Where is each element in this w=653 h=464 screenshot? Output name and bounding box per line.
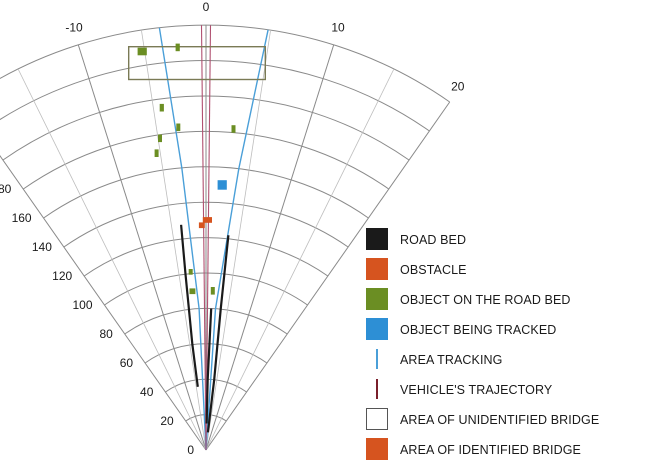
legend-label: AREA OF IDENTIFIED BRIDGE — [400, 443, 581, 457]
object-on-road-bed-5 — [154, 149, 159, 157]
range-tick-140: 140 — [32, 240, 52, 254]
legend-label: ROAD BED — [400, 233, 467, 247]
lateral-ray-20 — [205, 101, 451, 451]
lateral-subray--5 — [141, 30, 207, 451]
lateral-tick-10: 10 — [331, 20, 345, 34]
road-bed-line-1 — [206, 235, 230, 433]
object-on-road-bed-7 — [188, 269, 193, 275]
lateral-ray-10 — [205, 44, 335, 451]
object-tracked-0 — [217, 180, 227, 190]
object-on-road-bed-1 — [175, 43, 180, 52]
radar-grid — [0, 24, 451, 451]
unidentified-bridge-swatch — [366, 408, 388, 430]
bridge-areas — [127, 46, 267, 81]
lateral-tick--10: -10 — [65, 20, 83, 34]
road-bed-swatch — [366, 228, 388, 250]
unidentified-bridge-area-0 — [127, 46, 267, 81]
lateral-subray--15 — [17, 68, 207, 451]
object-on-road-bed-3 — [176, 123, 181, 132]
range-tick-180: 180 — [0, 182, 12, 196]
obstacle-1 — [198, 222, 205, 229]
object-tracked-swatch — [366, 318, 388, 340]
lateral-tick-0: 0 — [203, 0, 210, 14]
lateral-tick-20: 20 — [451, 79, 465, 93]
legend-label: AREA TRACKING — [400, 353, 503, 367]
obstacle-0 — [202, 217, 212, 223]
range-tick-40: 40 — [140, 385, 154, 399]
road-bed-lines — [180, 224, 230, 433]
range-tick-120: 120 — [52, 269, 72, 283]
legend-label: VEHICLE'S TRAJECTORY — [400, 383, 553, 397]
lateral-ray--20 — [0, 154, 207, 451]
road-bed-line-2 — [205, 308, 213, 424]
object-on-road-bed-2 — [159, 103, 164, 112]
range-tick-80: 80 — [99, 327, 113, 341]
identified-bridge-swatch — [366, 438, 388, 460]
object-on-road-bed-swatch — [366, 288, 388, 310]
obstacle-swatch — [366, 258, 388, 280]
objects-layer — [137, 43, 236, 295]
vehicle-trajectory-line-0 — [200, 25, 207, 451]
object-on-road-bed-8 — [189, 288, 196, 295]
lateral-subray-15 — [205, 68, 395, 451]
vehicle-trajectory-swatch — [376, 379, 378, 399]
range-tick-160: 160 — [12, 211, 32, 225]
range-arc-240 — [0, 24, 450, 103]
legend-label: OBJECT ON THE ROAD BED — [400, 293, 571, 307]
lateral-ray--10 — [77, 44, 207, 451]
object-on-road-bed-6 — [231, 125, 236, 133]
legend-label: OBJECT BEING TRACKED — [400, 323, 557, 337]
range-tick-20: 20 — [160, 414, 174, 428]
area-tracking-line-1 — [158, 27, 207, 451]
area-tracking-swatch — [376, 349, 378, 369]
lateral-subray-5 — [205, 30, 271, 451]
range-tick-0: 0 — [187, 443, 194, 457]
range-tick-60: 60 — [120, 356, 134, 370]
legend-label: AREA OF UNIDENTIFIED BRIDGE — [400, 413, 600, 427]
legend-label: OBSTACLE — [400, 263, 467, 277]
road-bed-line-0 — [180, 224, 199, 387]
object-on-road-bed-0 — [137, 47, 147, 56]
object-on-road-bed-9 — [210, 287, 215, 295]
tick-labels: 020406080100120140160180200220240-20-100… — [0, 0, 465, 457]
range-tick-100: 100 — [72, 298, 92, 312]
object-on-road-bed-4 — [158, 134, 162, 143]
